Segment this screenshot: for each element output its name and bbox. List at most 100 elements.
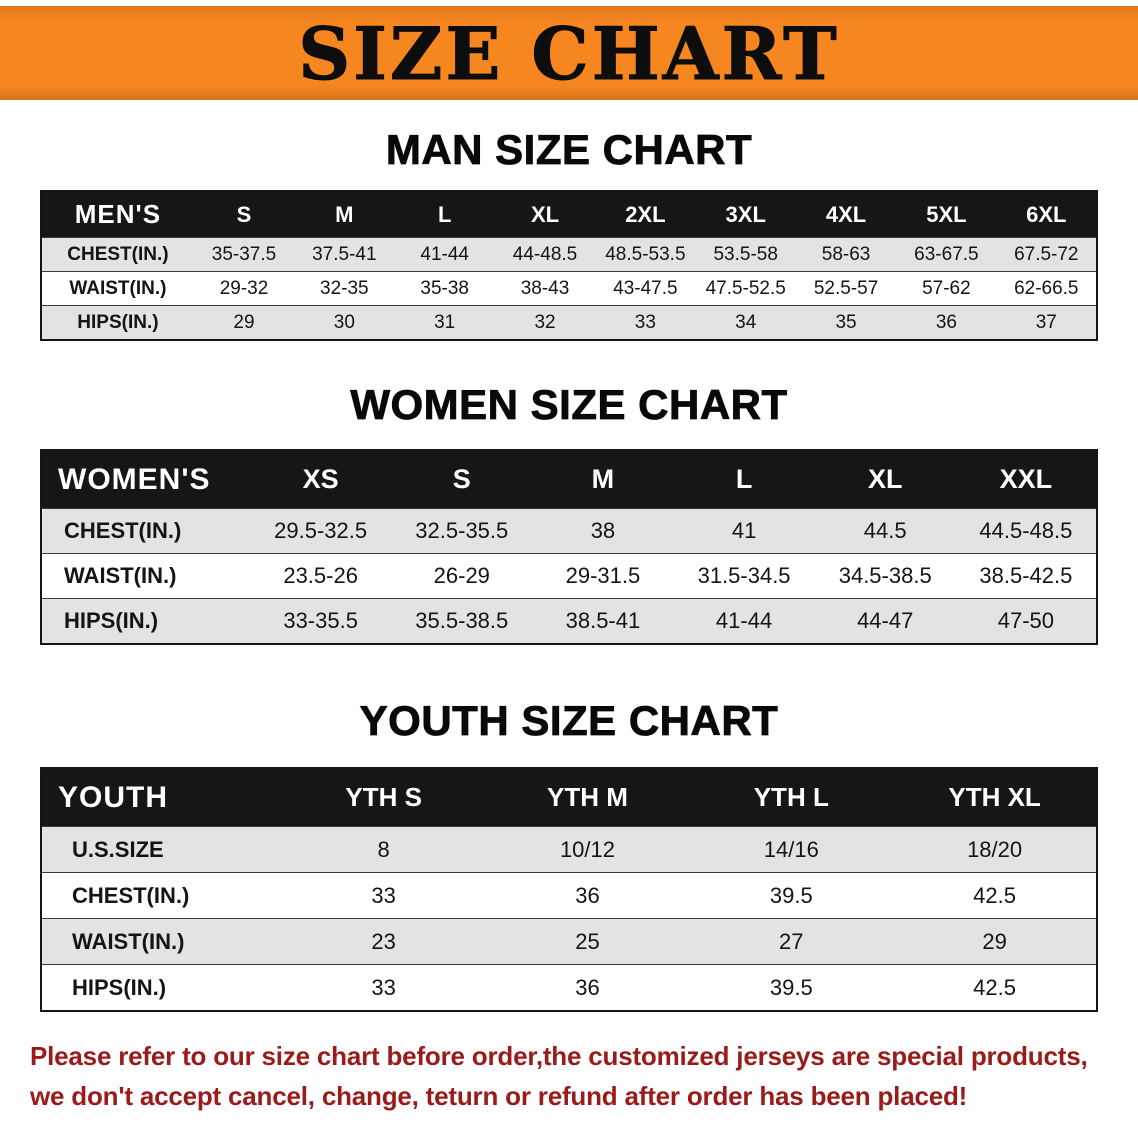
table-header-cell: MEN'S <box>41 191 194 238</box>
row-label: HIPS(IN.) <box>64 608 159 633</box>
table-cell: 53.5-58 <box>713 243 778 265</box>
table-row: WAIST(IN.) 23.5-26 26-29 29-31.5 31.5-34.5 34… <box>41 553 1097 599</box>
men-size-table: MEN'S S M L XL 2XL 3XL 4XL 5XL 6XL CHEST(IN.) 35-37… <box>40 190 1098 341</box>
row-label: WAIST(IN.) <box>69 277 167 299</box>
row-label: CHEST(IN.) <box>72 882 190 908</box>
table-cell: 36 <box>935 311 957 333</box>
table-cell: 37.5-41 <box>312 243 377 265</box>
page-title: SIZE CHART <box>298 10 840 96</box>
table-cell: 29-32 <box>219 277 269 299</box>
table-header-cell: 6XL <box>996 191 1097 238</box>
table-header-row: WOMEN'S XS S M L XL XXL <box>41 450 1097 509</box>
table-cell: 48.5-53.5 <box>605 243 686 265</box>
table-cell: 43-47.5 <box>613 277 678 299</box>
section-women: WOMEN SIZE CHART WOMEN'S XS S M L XL XXL CHEST(I… <box>0 381 1138 645</box>
table-cell: 63-67.5 <box>914 243 979 265</box>
table-row: HIPS(IN.) 33-35.5 35.5-38.5 38.5-41 41-44 44-… <box>41 598 1097 644</box>
table-row: CHEST(IN.) 29.5-32.5 32.5-35.5 38 41 44.5 44.5… <box>41 508 1097 554</box>
table-header-cell: L <box>394 191 495 238</box>
table-row: CHEST(IN.) 35-37.5 37.5-41 41-44 44-48.5 48.5… <box>41 237 1097 272</box>
table-header-cell: YTH S <box>281 768 486 827</box>
table-cell: 44.5 <box>863 518 907 543</box>
table-cell: 29-31.5 <box>565 563 641 588</box>
table-cell: 35.5-38.5 <box>415 608 509 633</box>
table-cell: 32 <box>534 311 556 333</box>
section-heading-youth: YOUTH SIZE CHART <box>359 697 779 745</box>
table-cell: 35-38 <box>420 277 469 299</box>
table-cell: 33 <box>371 882 396 908</box>
table-cell: 44.5-48.5 <box>979 518 1073 543</box>
table-row: HIPS(IN.) 29 30 31 32 33 34 35 36 37 <box>41 305 1097 340</box>
table-header-cell: XS <box>250 450 392 509</box>
table-header-cell: XXL <box>955 450 1097 509</box>
table-cell: 39.5 <box>769 974 813 1000</box>
table-cell: 47.5-52.5 <box>705 277 786 299</box>
table-row: U.S.SIZE 8 10/12 14/16 18/20 <box>41 826 1097 873</box>
table-header-cell: 2XL <box>595 191 696 238</box>
table-row: CHEST(IN.) 33 36 39.5 42.5 <box>41 872 1097 919</box>
table-header-cell: XL <box>814 450 956 509</box>
table-cell: 8 <box>377 836 390 862</box>
table-cell: 33 <box>371 974 396 1000</box>
table-cell: 23 <box>371 928 396 954</box>
table-cell: 32.5-35.5 <box>415 518 509 543</box>
table-header-cell: YTH L <box>689 768 894 827</box>
table-cell: 14/16 <box>763 836 819 862</box>
table-cell: 34.5-38.5 <box>838 563 932 588</box>
table-cell: 44-47 <box>857 608 914 633</box>
table-header-cell: XL <box>494 191 596 238</box>
table-cell: 39.5 <box>769 882 813 908</box>
size-chart-sections: MAN SIZE CHART MEN'S S M L XL 2XL 3XL 4XL 5XL 6XL C… <box>0 126 1138 1012</box>
table-cell: 44-48.5 <box>512 243 578 265</box>
table-cell: 38-43 <box>520 277 570 299</box>
table-cell: 26-29 <box>433 563 490 588</box>
row-label: HIPS(IN.) <box>72 974 167 1000</box>
table-header-cell: 3XL <box>695 191 796 238</box>
section-men: MAN SIZE CHART MEN'S S M L XL 2XL 3XL 4XL 5XL 6XL C… <box>0 126 1138 341</box>
table-header-cell: YOUTH <box>41 768 282 827</box>
table-cell: 33-35.5 <box>283 608 358 633</box>
table-cell: 38 <box>590 518 616 543</box>
table-cell: 34 <box>735 311 757 333</box>
row-label: HIPS(IN.) <box>77 311 159 333</box>
table-cell: 36 <box>575 974 600 1000</box>
row-label: WAIST(IN.) <box>64 563 177 588</box>
table-cell: 31 <box>434 311 456 333</box>
table-cell: 29 <box>982 928 1007 954</box>
table-header-cell: 5XL <box>896 191 997 238</box>
table-cell: 41 <box>731 518 757 543</box>
table-cell: 58-63 <box>821 243 871 265</box>
table-header-cell: M <box>294 191 395 238</box>
women-size-table: WOMEN'S XS S M L XL XXL CHEST(IN.) 29.5-32.5 32.5… <box>40 449 1098 645</box>
table-cell: 32-35 <box>320 277 369 299</box>
table-cell: 41-44 <box>420 243 469 265</box>
table-header-cell: M <box>532 450 674 509</box>
table-cell: 30 <box>333 311 355 333</box>
row-label: WAIST(IN.) <box>72 928 185 954</box>
table-cell: 35-37.5 <box>211 243 277 265</box>
table-header-row: MEN'S S M L XL 2XL 3XL 4XL 5XL 6XL <box>41 191 1097 238</box>
section-youth: YOUTH SIZE CHART YOUTH YTH S YTH M YTH L YTH … <box>0 697 1138 1012</box>
table-cell: 25 <box>575 928 600 954</box>
table-row: WAIST(IN.) 29-32 32-35 35-38 38-43 43-47.5 47.… <box>41 271 1097 306</box>
table-cell: 18/20 <box>967 836 1023 862</box>
table-header-cell: S <box>193 191 295 238</box>
table-cell: 42.5 <box>973 974 1016 1000</box>
row-label: CHEST(IN.) <box>67 243 169 265</box>
table-cell: 37 <box>1035 311 1057 333</box>
section-heading-men: MAN SIZE CHART <box>385 126 753 174</box>
table-cell: 41-44 <box>715 608 773 633</box>
table-header-row: YOUTH YTH S YTH M YTH L YTH XL <box>41 768 1097 827</box>
table-cell: 38.5-42.5 <box>979 563 1073 588</box>
table-cell: 23.5-26 <box>283 563 358 588</box>
table-cell: 31.5-34.5 <box>697 563 791 588</box>
row-label: CHEST(IN.) <box>64 518 182 543</box>
table-cell: 38.5-41 <box>565 608 641 633</box>
table-cell: 27 <box>779 928 804 954</box>
table-cell: 47-50 <box>997 608 1055 633</box>
youth-size-table: YOUTH YTH S YTH M YTH L YTH XL U.S.SIZE 8 10/12… <box>40 767 1098 1012</box>
table-cell: 29.5-32.5 <box>274 518 368 543</box>
disclaimer-line-1: Please refer to our size chart before or… <box>30 1041 1088 1071</box>
table-cell: 67.5-72 <box>1014 243 1079 265</box>
